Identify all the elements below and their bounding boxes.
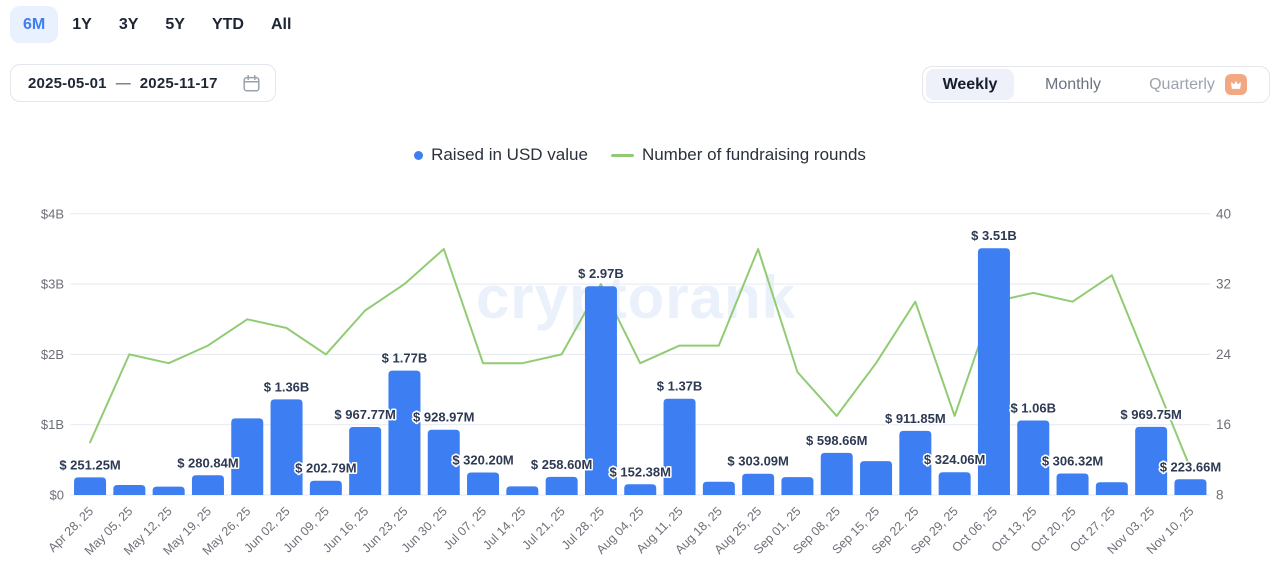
period-tabs: 6M 1Y 3Y 5Y YTD All (10, 6, 292, 44)
bar-value-label: $ 303.09M (727, 454, 788, 469)
bar-value-label: $ 928.97M (413, 410, 474, 425)
bar-nov-03-25[interactable] (1135, 426, 1168, 495)
bar-sep-01-25[interactable] (781, 477, 814, 495)
bar-aug-04-25[interactable] (624, 484, 657, 495)
bar-value-label: $ 251.25M (59, 457, 120, 472)
premium-crown-badge (1224, 74, 1247, 95)
interval-option-label: Weekly (942, 75, 998, 93)
bar-jul-28-25[interactable] (584, 286, 617, 495)
right-axis-tick: 8 (1216, 488, 1224, 503)
left-axis-tick: $3B (41, 277, 64, 292)
bar-sep-22-25[interactable] (899, 430, 932, 495)
bar-apr-28-25[interactable] (74, 477, 107, 495)
period-tab-6m[interactable]: 6M (10, 6, 59, 44)
interval-option-weekly[interactable]: Weekly (926, 69, 1014, 100)
period-tab-ytd[interactable]: YTD (211, 16, 244, 33)
bar-aug-11-25[interactable] (663, 398, 696, 495)
bar-jul-07-25[interactable] (467, 472, 500, 495)
bar-value-label: $ 1.36B (264, 379, 310, 394)
bar-oct-06-25[interactable] (977, 248, 1010, 495)
bar-sep-15-25[interactable] (860, 461, 893, 495)
bar-value-label: $ 1.06B (1010, 400, 1056, 415)
bar-nov-10-25[interactable] (1174, 479, 1207, 495)
right-axis-tick: 24 (1216, 347, 1232, 362)
legend-line-marker (610, 153, 634, 157)
bar-may-05-25[interactable] (113, 485, 146, 495)
left-axis-tick: $2B (41, 347, 64, 362)
bar-value-label: $ 598.66M (806, 433, 867, 448)
date-range-start: 2025-05-01 (28, 74, 107, 92)
left-axis-tick: $4B (41, 206, 64, 221)
bar-sep-08-25[interactable] (820, 452, 853, 495)
bar-value-label: $ 258.60M (531, 457, 592, 472)
bar-jun-16-25[interactable] (349, 426, 382, 495)
bar-value-label: $ 969.75M (1120, 407, 1181, 422)
bar-value-label: $ 152.38M (610, 464, 671, 479)
bar-value-label: $ 223.66M (1160, 459, 1221, 474)
bar-value-label: $ 1.37B (657, 379, 703, 394)
interval-option-quarterly[interactable]: Quarterly (1132, 69, 1264, 100)
bar-value-label: $ 306.32M (1042, 453, 1103, 468)
date-range-separator: — (115, 74, 131, 92)
bar-may-26-25[interactable] (231, 418, 264, 495)
chart-legend: Raised in USD value Number of fundraising… (0, 145, 1280, 165)
bar-value-label: $ 967.77M (334, 407, 395, 422)
period-tab-all[interactable]: All (270, 16, 292, 33)
bar-may-12-25[interactable] (152, 486, 185, 495)
bar-value-label: $ 911.85M (885, 411, 946, 426)
bar-jun-02-25[interactable] (270, 399, 303, 495)
right-axis-tick: 16 (1216, 417, 1231, 432)
date-range-picker[interactable]: 2025-05-01 — 2025-11-17 (10, 64, 276, 102)
bar-may-19-25[interactable] (191, 475, 224, 495)
watermark-cryptorank: cryptorank (476, 264, 796, 331)
period-tab-5y[interactable]: 5Y (165, 16, 185, 33)
bar-oct-20-25[interactable] (1056, 473, 1089, 495)
interval-option-monthly[interactable]: Monthly (1014, 69, 1132, 100)
bar-value-label: $ 280.84M (177, 455, 238, 470)
period-tab-3y[interactable]: 3Y (118, 16, 139, 33)
left-axis-tick: $1B (41, 417, 64, 432)
legend-label: Number of fundraising rounds (641, 145, 866, 164)
bar-oct-27-25[interactable] (1095, 482, 1128, 495)
bar-value-label: $ 202.79M (295, 461, 356, 476)
bar-aug-25-25[interactable] (742, 473, 775, 495)
date-range-end: 2025-11-17 (139, 74, 218, 92)
left-axis-tick: $0 (50, 488, 64, 503)
bar-oct-13-25[interactable] (1017, 420, 1050, 495)
bar-jun-30-25[interactable] (427, 429, 460, 495)
bar-sep-29-25[interactable] (938, 472, 971, 495)
interval-toggle: Weekly Monthly Quarterly (922, 66, 1270, 103)
calendar-icon (243, 74, 260, 92)
bar-value-label: $ 320.20M (452, 452, 513, 467)
bar-jul-21-25[interactable] (545, 476, 578, 495)
bar-jun-09-25[interactable] (309, 480, 342, 495)
legend-item-raised-usd[interactable]: Raised in USD value (414, 145, 588, 165)
legend-dot-marker (414, 150, 424, 160)
bar-value-label: $ 2.97B (578, 266, 624, 281)
interval-option-label: Quarterly (1149, 75, 1215, 93)
crown-icon (1230, 80, 1241, 89)
period-tab-1y[interactable]: 1Y (72, 16, 92, 33)
bar-value-label: $ 324.06M (924, 452, 985, 467)
interval-option-label: Monthly (1044, 75, 1102, 93)
bar-value-label: $ 3.51B (971, 228, 1017, 243)
bar-value-label: $ 1.77B (382, 351, 428, 366)
legend-item-fundraising-rounds[interactable]: Number of fundraising rounds (610, 145, 866, 165)
bar-jul-14-25[interactable] (506, 486, 539, 495)
right-axis-tick: 32 (1216, 277, 1231, 292)
legend-label: Raised in USD value (431, 145, 588, 164)
bar-aug-18-25[interactable] (702, 481, 735, 495)
bar-jun-23-25[interactable] (388, 370, 421, 495)
right-axis-tick: 40 (1216, 206, 1231, 221)
